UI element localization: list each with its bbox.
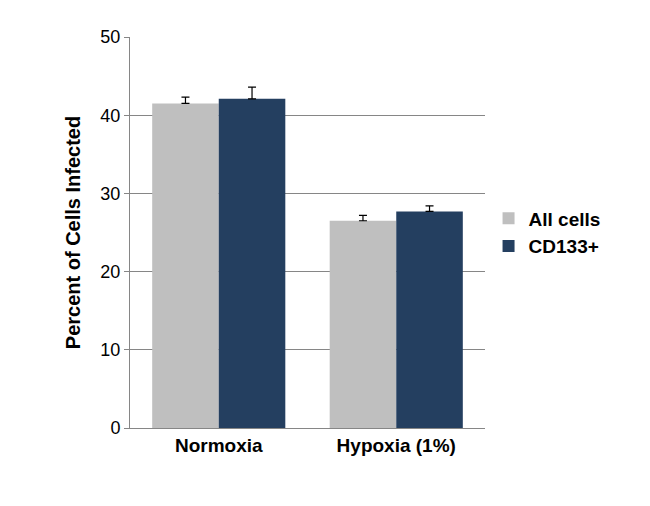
svg-text:All cells: All cells xyxy=(529,209,601,230)
svg-text:40: 40 xyxy=(100,106,120,126)
svg-text:20: 20 xyxy=(100,262,120,282)
svg-text:CD133+: CD133+ xyxy=(529,236,599,257)
svg-text:50: 50 xyxy=(100,27,120,47)
svg-text:Hypoxia (1%): Hypoxia (1%) xyxy=(337,435,456,456)
svg-text:30: 30 xyxy=(100,184,120,204)
svg-text:0: 0 xyxy=(110,418,120,438)
svg-text:Percent of Cells Infected: Percent of Cells Infected xyxy=(62,116,84,349)
svg-text:Normoxia: Normoxia xyxy=(175,435,263,456)
svg-text:10: 10 xyxy=(100,340,120,360)
